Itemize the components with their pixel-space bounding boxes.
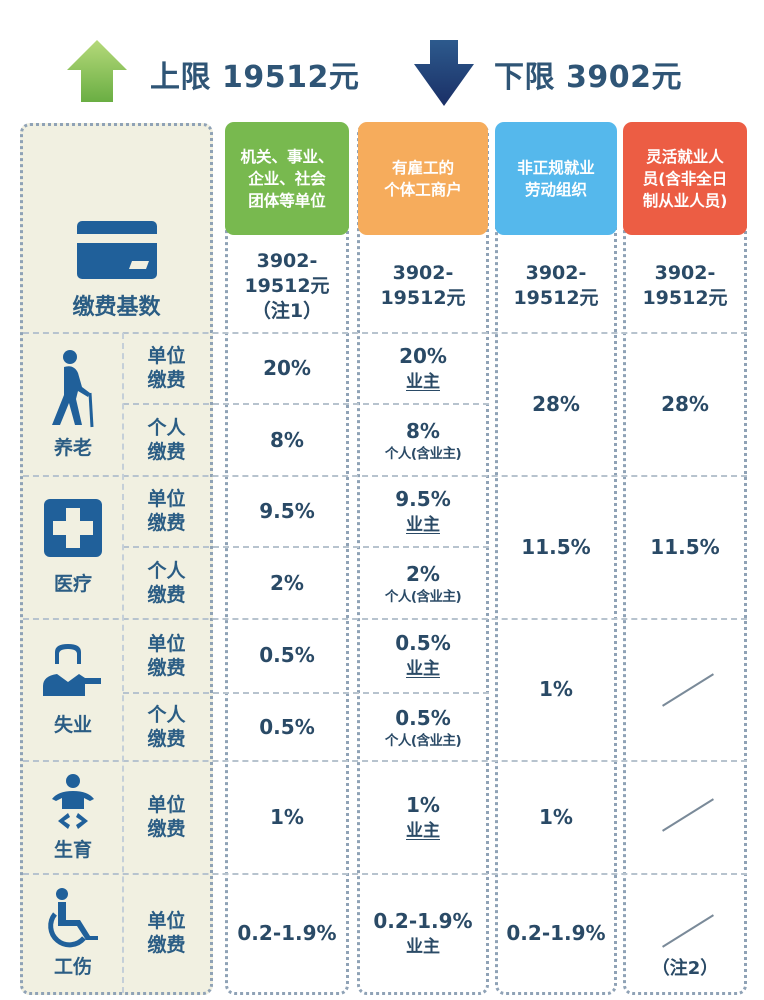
rate-note: 业主 xyxy=(406,820,440,841)
rate-cell: 1% xyxy=(539,677,573,701)
rate-cell: 0.5% 个人(含业主) xyxy=(357,694,489,760)
unit-payment-label: 单位 缴费 xyxy=(147,910,186,956)
divider xyxy=(123,692,489,694)
rate-value: 9.5% xyxy=(395,486,451,511)
category-label: 工伤 xyxy=(53,955,92,978)
rate-note: 个人(含业主) xyxy=(384,588,462,605)
rate-value: 8% xyxy=(406,418,440,443)
divider xyxy=(23,475,747,477)
rate-cell: 0.5% 业主 xyxy=(357,619,489,692)
column-panel-2 xyxy=(357,123,489,995)
divider xyxy=(122,333,124,993)
wheelchair-icon xyxy=(48,887,98,947)
rate-cell: 0.2-1.9% 业主 xyxy=(357,874,489,992)
base-value-1: 3902- 19512元 （注1） xyxy=(244,249,330,322)
rate-cell: 0.2-1.9% xyxy=(506,920,606,945)
rate-cell: 0.5% xyxy=(259,714,315,739)
base-category: 缴费基数 xyxy=(23,210,210,332)
unit-payment-label: 单位 缴费 xyxy=(147,794,186,840)
column-panel-1 xyxy=(225,123,349,995)
divider xyxy=(23,618,747,620)
base-value-4: 3902- 19512元 xyxy=(642,262,728,309)
rate-cell: 8% 个人(含业主) xyxy=(357,405,489,475)
footnote-2: （注2） xyxy=(651,958,719,979)
divider xyxy=(23,873,747,875)
rate-note: 个人(含业主) xyxy=(384,732,462,749)
divider xyxy=(123,403,489,405)
category-work-injury: 工伤 xyxy=(23,874,123,992)
column-header-individual-business: 有雇工的 个体工商户 xyxy=(358,122,488,235)
rate-cell: 0.2-1.9% xyxy=(237,920,337,945)
unemployed-person-icon xyxy=(43,644,101,696)
upper-limit: 上限 19512元 xyxy=(150,60,360,95)
rate-cell: 1% xyxy=(539,804,573,829)
rate-note: 个人(含业主) xyxy=(384,445,462,462)
rate-cell: 20% xyxy=(263,355,311,380)
base-label: 缴费基数 xyxy=(72,295,161,320)
rate-cell: 0.5% xyxy=(259,643,315,667)
rate-note: 业主 xyxy=(406,371,440,392)
up-arrow-icon xyxy=(67,40,127,102)
rate-cell: 20% 业主 xyxy=(357,333,489,403)
elderly-walking-icon xyxy=(52,349,94,427)
unit-payment-label: 单位 缴费 xyxy=(147,345,186,391)
rate-cell: 11.5% xyxy=(650,534,720,559)
category-label: 生育 xyxy=(53,838,92,861)
base-value-2: 3902- 19512元 xyxy=(380,262,466,309)
column-header-institutions: 机关、事业、 企业、社会 团体等单位 xyxy=(225,122,349,235)
personal-payment-label: 个人 缴费 xyxy=(147,560,186,606)
unit-payment-label: 单位 缴费 xyxy=(147,632,186,679)
rate-cell: 9.5% 业主 xyxy=(357,476,489,546)
rate-cell: 1% xyxy=(270,804,304,829)
rate-value: 1% xyxy=(406,792,440,817)
rate-value: 0.5% xyxy=(395,631,451,655)
unit-payment-label: 单位 缴费 xyxy=(147,488,186,534)
category-label: 医疗 xyxy=(53,572,92,595)
rate-value: 20% xyxy=(399,343,447,368)
rate-note: 业主 xyxy=(406,659,440,679)
personal-payment-label: 个人 缴费 xyxy=(147,704,186,750)
category-unemployment: 失业 xyxy=(23,619,123,760)
divider xyxy=(123,546,489,548)
medical-cross-icon xyxy=(44,498,102,557)
rate-value: 2% xyxy=(406,561,440,586)
category-medical: 医疗 xyxy=(23,476,123,618)
rate-cell: 28% xyxy=(661,391,709,416)
rate-cell: 28% xyxy=(532,391,580,416)
limits-header: 上限 19512元 下限 3902元 xyxy=(0,0,764,118)
lower-limit: 下限 3902元 xyxy=(494,60,682,95)
baby-icon xyxy=(52,773,94,829)
rate-cell: 2% 个人(含业主) xyxy=(357,548,489,618)
category-label: 养老 xyxy=(53,436,92,459)
rate-cell: 8% xyxy=(270,427,304,452)
rate-cell: 9.5% xyxy=(259,498,315,523)
category-label: 失业 xyxy=(53,714,92,736)
rate-cell: 2% xyxy=(270,570,304,595)
category-pension: 养老 xyxy=(23,333,123,475)
rate-value: 0.5% xyxy=(395,705,451,730)
card-icon xyxy=(76,221,157,279)
column-header-flexible-employment: 灵活就业人 员(含非全日 制从业人员) xyxy=(623,122,747,235)
category-maternity: 生育 xyxy=(23,761,123,873)
rate-note: 业主 xyxy=(406,936,440,957)
column-panel-4 xyxy=(623,123,747,995)
rate-note: 业主 xyxy=(406,514,440,535)
rate-value: 0.2-1.9% xyxy=(373,908,473,933)
column-panel-3 xyxy=(495,123,617,995)
rate-cell: 11.5% xyxy=(521,534,591,559)
base-value-3: 3902- 19512元 xyxy=(513,262,599,309)
rate-cell: 1% 业主 xyxy=(357,761,489,873)
divider xyxy=(23,760,747,762)
column-header-informal-labor: 非正规就业 劳动组织 xyxy=(495,122,617,235)
personal-payment-label: 个人 缴费 xyxy=(147,417,186,463)
down-arrow-icon xyxy=(414,40,474,106)
divider xyxy=(23,332,747,334)
